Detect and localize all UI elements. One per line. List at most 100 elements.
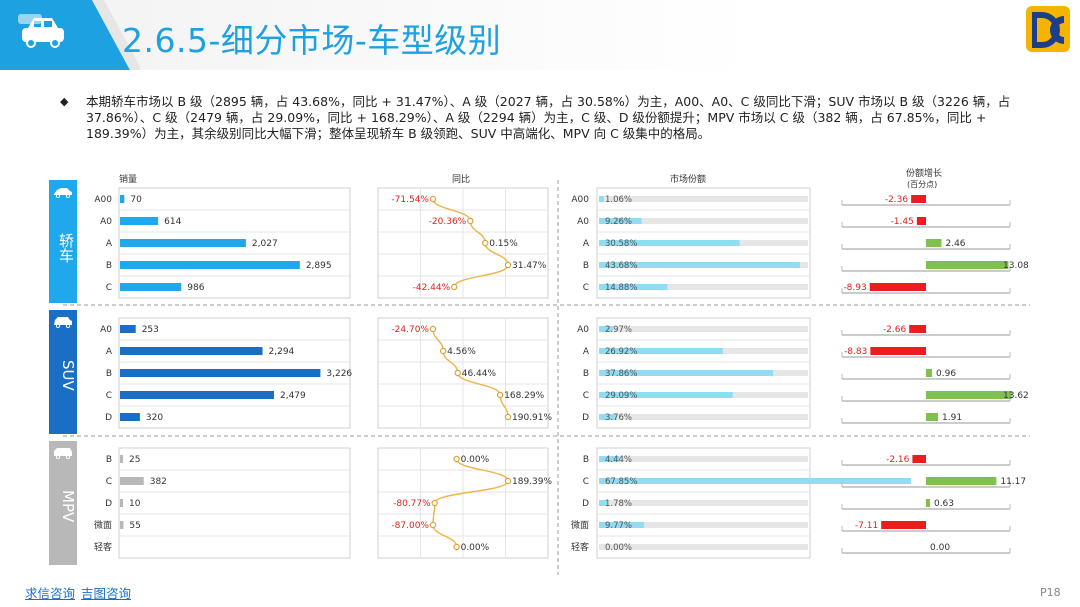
share-label: 2.97% [605, 325, 632, 335]
share-label: 30.58% [605, 239, 637, 249]
segment-group-0: A00 70 A0 614 A 2,027 B 2,895 C 986 -71.54% -20.36%… [94, 187, 1029, 299]
share-change-label: -7.11 [855, 521, 878, 531]
category-label: D [105, 413, 112, 423]
share-label: 1.06% [605, 195, 632, 205]
yoy-point [429, 521, 437, 529]
yoy-label: 31.47% [512, 261, 547, 271]
share-label: 3.76% [605, 413, 632, 423]
footer-links: 求信咨询 吉图咨询 [25, 583, 137, 602]
segment-name-mpv: MPV [59, 489, 77, 523]
category-label: 轻客 [94, 541, 112, 553]
share-label: 1.78% [605, 499, 632, 509]
page-number: P18 [1040, 586, 1061, 599]
header-background [0, 0, 1080, 70]
share-bar [599, 326, 613, 332]
share-label: 4.44% [605, 455, 632, 465]
share-change-bar [916, 217, 926, 225]
share-bar [599, 500, 608, 506]
yoy-point [504, 413, 512, 421]
mpv-icon [54, 448, 72, 459]
category-label: C [106, 283, 112, 293]
yoy-point [504, 261, 512, 269]
share-change-bar [926, 391, 1012, 399]
sales-label: 2,895 [306, 261, 332, 271]
share-label: 37.86% [605, 369, 637, 379]
share-change-bar [911, 195, 926, 203]
share-label: 67.85% [605, 477, 637, 487]
share-track [599, 218, 808, 224]
header-banner [0, 0, 140, 70]
column-title-share-change-unit: (百分点) [907, 180, 937, 189]
share-change-label: -8.93 [843, 283, 866, 293]
share-bar [599, 392, 733, 398]
share-track [599, 284, 808, 290]
share-track [599, 196, 808, 202]
sales-bar [120, 195, 125, 203]
yoy-point [496, 391, 504, 399]
column-title-yoy: 同比 [452, 173, 470, 185]
share-change-bar [926, 477, 997, 485]
sales-bar [120, 391, 274, 399]
category-label: B [106, 261, 112, 271]
share-change-label: 0.00 [930, 543, 950, 553]
share-change-bar [926, 239, 942, 247]
diamond-bullet-icon: ◆ [60, 95, 69, 108]
yoy-point [481, 239, 489, 247]
sales-bar [120, 347, 263, 355]
yoy-label: 0.00% [461, 455, 490, 465]
share-bar [599, 196, 604, 202]
share-change-label: 0.96 [936, 369, 956, 379]
yoy-label: -87.00% [391, 521, 429, 531]
yoy-point [504, 477, 512, 485]
share-change-bar [926, 261, 1009, 269]
category-label: A0 [100, 325, 112, 335]
segment-group-1: A0 253 A 2,294 B 3,226 C 2,479 D 320 -24.70% 4.56% 4… [100, 317, 1029, 429]
column-title-share-change: 份额增长 [906, 167, 942, 179]
sales-bar [120, 499, 123, 507]
suv-icon [54, 317, 72, 328]
share-change-label: -1.45 [891, 217, 914, 227]
share-label: 9.26% [605, 217, 632, 227]
segment-name-car: 轿车 [57, 233, 75, 263]
yoy-point [429, 195, 437, 203]
category-label: D [582, 499, 589, 509]
share-label: 0.00% [605, 543, 632, 553]
share-change-label: -2.66 [883, 325, 907, 335]
share-track [599, 456, 808, 462]
category-label: 微面 [94, 519, 112, 531]
share-bar [599, 348, 723, 354]
category-label: B [583, 261, 589, 271]
share-track [599, 544, 808, 550]
sales-bar [120, 325, 136, 333]
category-label: A0 [577, 325, 589, 335]
share-change-bar [881, 521, 926, 529]
category-label: 轻客 [571, 541, 589, 553]
sales-bar [120, 521, 124, 529]
category-label: A [106, 239, 113, 249]
share-label: 26.92% [605, 347, 637, 357]
segment-name-suv: SUV [59, 359, 77, 391]
share-track [599, 500, 808, 506]
sales-label: 382 [150, 477, 167, 487]
category-label: B [583, 455, 589, 465]
yoy-point [453, 543, 460, 551]
yoy-label: -20.36% [429, 217, 467, 227]
sales-label: 320 [146, 413, 163, 423]
footer-link-qiuxin[interactable]: 求信咨询 [25, 586, 76, 601]
sales-label: 2,027 [252, 239, 278, 249]
category-label: C [106, 391, 112, 401]
category-label: B [106, 369, 112, 379]
sales-label: 614 [164, 217, 181, 227]
footer-link-jitu[interactable]: 吉图咨询 [81, 586, 132, 601]
sales-bar [120, 413, 140, 421]
yoy-label: -80.77% [393, 499, 431, 509]
share-change-label: 13.08 [1003, 261, 1029, 271]
yoy-label: 0.15% [489, 239, 518, 249]
yoy-label: 4.56% [447, 347, 476, 357]
column-title-sales: 销量 [119, 173, 137, 185]
category-label: A00 [571, 195, 589, 205]
share-label: 14.88% [605, 283, 637, 293]
yoy-label: 189.39% [512, 477, 552, 487]
category-label: C [583, 477, 589, 487]
share-change-bar [926, 413, 939, 421]
